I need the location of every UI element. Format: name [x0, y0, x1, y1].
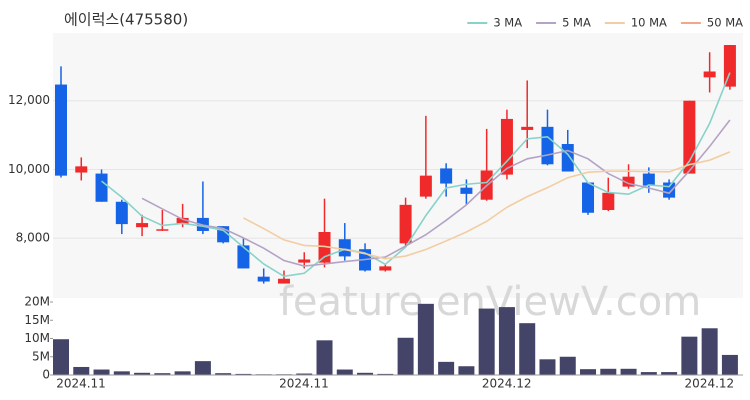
chart-title: 에이럭스(475580): [64, 11, 188, 29]
volume-bar: [377, 373, 394, 375]
candle-body: [419, 175, 432, 197]
volume-bar: [336, 369, 353, 375]
volume-bar: [113, 371, 130, 375]
y-tick-label: 10M: [24, 331, 50, 345]
ma-line: [101, 72, 731, 278]
candle-body: [237, 245, 250, 269]
ma-line: [243, 151, 731, 260]
candle-body: [399, 204, 412, 244]
volume-bar: [357, 372, 374, 375]
candle-body: [156, 229, 169, 231]
y-tick-label: 10,000: [8, 162, 50, 176]
candle-body: [257, 276, 270, 282]
candle-body: [176, 217, 189, 225]
volume-bar: [580, 369, 597, 375]
candle-body: [683, 100, 696, 174]
candle-body: [75, 166, 88, 173]
candle-body: [136, 223, 149, 228]
volume-bar: [235, 373, 252, 375]
x-tick-label: 2024.12: [482, 377, 532, 391]
volume-bar: [53, 339, 69, 375]
candle-body: [500, 118, 513, 175]
volume-bar: [539, 359, 556, 375]
volume-bar: [73, 366, 90, 375]
candle-body: [338, 239, 351, 257]
volume-bar: [296, 373, 313, 375]
y-tick-label: 0: [42, 368, 50, 382]
candle-body: [440, 168, 453, 184]
volume-bar: [316, 340, 333, 375]
candle-body: [521, 126, 534, 130]
volume-bar: [721, 354, 738, 375]
volume-bar: [417, 303, 434, 375]
candle-body: [582, 182, 595, 213]
y-tick-label: 8,000: [16, 231, 50, 245]
candle-body: [663, 182, 676, 198]
candle-body: [541, 126, 554, 165]
volume-bar: [215, 373, 232, 375]
candle-body: [379, 266, 392, 271]
volume-bar: [640, 372, 657, 375]
price-panel: [53, 33, 743, 298]
volume-bar: [194, 361, 211, 375]
volume-bar: [498, 307, 515, 375]
volume-bar: [478, 308, 495, 375]
candle-body: [460, 187, 473, 194]
candle-body: [55, 84, 67, 176]
legend-label: 5 MA: [562, 16, 591, 30]
candle-body: [642, 173, 655, 186]
candle-body: [115, 201, 128, 225]
volume-bar: [134, 372, 151, 375]
volume-bar: [559, 356, 576, 375]
y-tick-label: 20M: [24, 295, 50, 309]
volume-bar: [519, 323, 536, 375]
candle-body: [298, 259, 311, 263]
volume-bar: [600, 368, 617, 375]
volume-bar: [154, 373, 171, 375]
legend-label: 50 MA: [707, 16, 743, 30]
y-tick-label: 15M: [24, 313, 50, 327]
volume-bar: [174, 371, 191, 375]
volume-bar: [438, 361, 455, 375]
candle-body: [561, 144, 574, 172]
candle-body: [602, 192, 615, 211]
x-tick-label: 2024.12: [685, 377, 735, 391]
candle-body: [622, 176, 635, 187]
volume-bar: [701, 328, 718, 375]
legend-label: 3 MA: [493, 16, 522, 30]
volume-bar: [681, 336, 698, 375]
candle-body: [95, 173, 108, 202]
volume-bar: [620, 368, 637, 375]
volume-bar: [661, 372, 678, 375]
volume-bar: [397, 337, 414, 375]
legend-label: 10 MA: [631, 16, 667, 30]
volume-bar: [93, 369, 110, 375]
x-tick-label: 2024.11: [56, 377, 106, 391]
y-tick-label: 12,000: [8, 93, 50, 107]
candle-body: [703, 71, 716, 78]
candle-body: [277, 278, 290, 284]
y-tick-label: 5M: [32, 349, 50, 363]
candle-body: [723, 45, 736, 87]
volume-bar: [458, 366, 475, 375]
ma-line: [141, 119, 731, 267]
x-tick-label: 2024.11: [279, 377, 329, 391]
